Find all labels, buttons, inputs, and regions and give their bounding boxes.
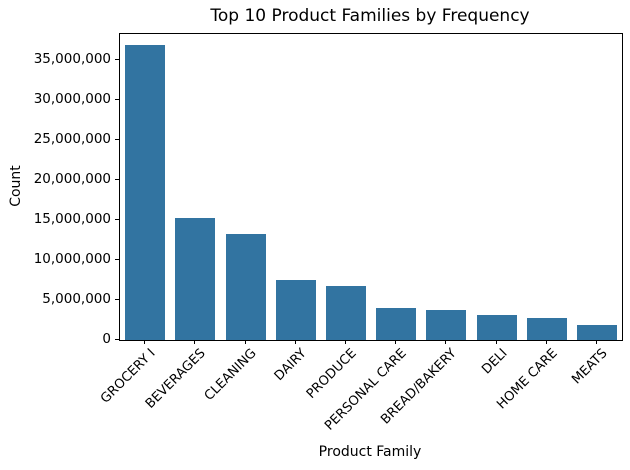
x-tick-mark <box>194 340 196 344</box>
y-tick-label: 0 <box>102 331 111 347</box>
x-tick-mark <box>545 340 547 344</box>
y-tick-mark <box>115 99 119 100</box>
x-axis-label: Product Family <box>318 444 422 460</box>
bar-deli <box>476 314 517 340</box>
x-tick-mark <box>495 340 497 344</box>
bar-personal-care <box>376 308 417 340</box>
y-tick-label: 15,000,000 <box>33 211 111 227</box>
bar-bread-bakery <box>426 309 467 340</box>
y-tick-mark <box>115 59 119 60</box>
bar-dairy <box>275 279 316 340</box>
y-tick-mark <box>115 219 119 220</box>
y-tick-mark <box>115 339 119 340</box>
y-tick-mark <box>115 139 119 140</box>
bar-cleaning <box>225 233 266 340</box>
chart-title: Top 10 Product Families by Frequency <box>210 6 530 26</box>
x-tick-mark <box>445 340 447 344</box>
y-axis-label: Count <box>8 165 24 207</box>
y-tick-label: 25,000,000 <box>33 131 111 147</box>
bar-home-care <box>526 317 567 340</box>
y-tick-label: 5,000,000 <box>42 291 111 307</box>
y-tick-label: 20,000,000 <box>33 171 111 187</box>
y-tick-label: 30,000,000 <box>33 91 111 107</box>
bar-grocery-i <box>125 45 166 340</box>
x-tick-mark <box>144 340 146 344</box>
y-tick-mark <box>115 299 119 300</box>
x-tick-mark <box>244 340 246 344</box>
x-tick-mark <box>344 340 346 344</box>
y-tick-mark <box>115 179 119 180</box>
y-tick-mark <box>115 259 119 260</box>
y-tick-label: 10,000,000 <box>33 251 111 267</box>
x-tick-mark <box>595 340 597 344</box>
x-tick-mark <box>294 340 296 344</box>
plot-area <box>119 33 623 341</box>
y-tick-label: 35,000,000 <box>33 51 111 67</box>
bar-produce <box>325 285 366 340</box>
x-tick-mark <box>395 340 397 344</box>
bar-beverages <box>175 218 216 340</box>
bar-meats <box>576 324 617 340</box>
